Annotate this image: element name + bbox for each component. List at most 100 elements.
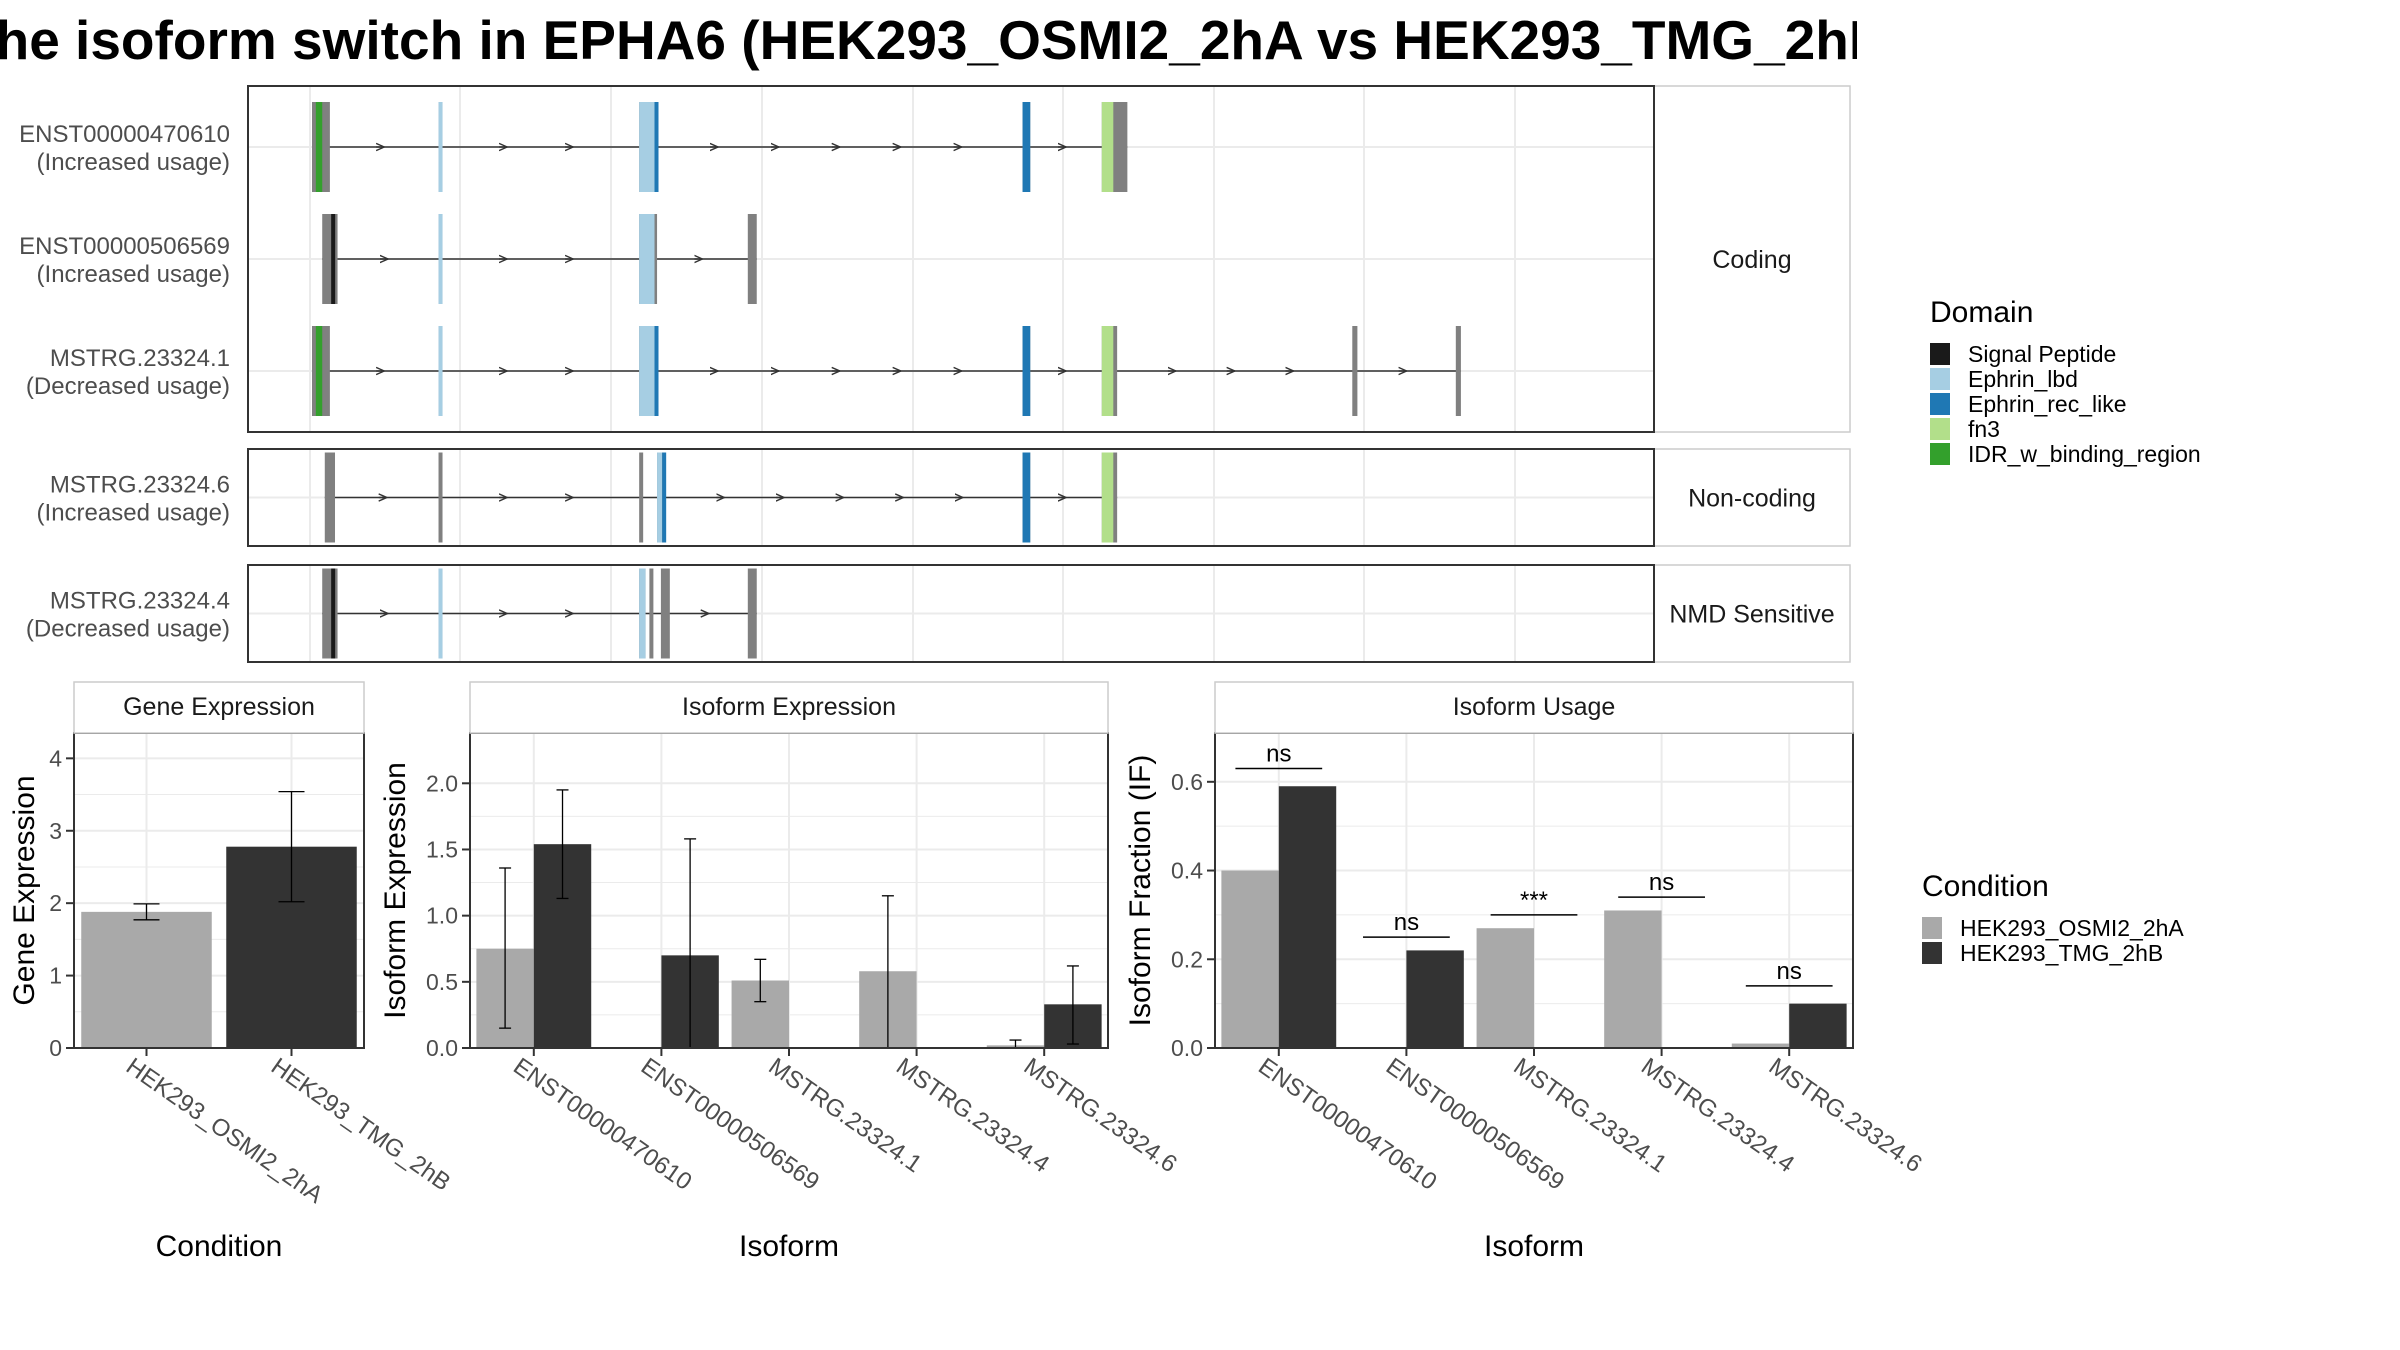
y-tick-label: 2 [49, 890, 62, 916]
panel-border [247, 85, 1655, 433]
chart-title: Isoform Usage [1453, 693, 1616, 721]
domain-block [315, 326, 323, 416]
transcript-name: MSTRG.23324.6 [50, 472, 230, 499]
y-tick-label: 3 [49, 818, 62, 844]
domain-block [1101, 326, 1114, 416]
exon-block [438, 452, 443, 543]
panel-border [247, 448, 1655, 547]
y-axis-title: Isoform Fraction (IF) [1124, 755, 1157, 1027]
y-tick-label: 0.5 [426, 969, 458, 995]
significance-label: ns [1649, 869, 1674, 896]
exon-block [747, 214, 757, 304]
significance-label: ns [1777, 958, 1802, 985]
y-tick-label: 0.6 [1171, 769, 1203, 795]
domain-block [662, 452, 667, 543]
legend-label: HEK293_TMG_2hB [1960, 940, 2163, 966]
x-axis-title: Condition [156, 1230, 283, 1263]
exon-block [639, 452, 644, 543]
facet-strip [1653, 564, 1851, 663]
transcript-usage-note: (Increased usage) [37, 500, 230, 527]
bar [81, 911, 212, 1048]
y-tick-label: 0 [49, 1035, 62, 1061]
legend-label: Ephrin_rec_like [1968, 391, 2127, 417]
domain-block [1101, 452, 1114, 543]
transcript-name: ENST00000506569 [19, 233, 230, 260]
x-axis-title: Isoform [1484, 1230, 1584, 1263]
domain-block [1101, 102, 1114, 192]
chart-title: Isoform Expression [682, 693, 896, 721]
legend-swatch [1930, 443, 1950, 465]
domain-block [639, 102, 655, 192]
structure-panel: NMD Sensitive MSTRG.23324.4(Decreased usa… [26, 564, 1851, 663]
legend-label: Ephrin_lbd [1968, 366, 2078, 392]
bar-chart: Isoform Expression0.00.51.01.52.0ENST000… [379, 681, 1182, 1263]
transcript-row: ENST00000470610(Increased usage) [19, 102, 1128, 192]
transcript-row: ENST00000506569(Increased usage) [19, 214, 757, 304]
significance-label: *** [1520, 887, 1548, 914]
legend-swatch [1930, 418, 1950, 440]
exon-block [322, 568, 338, 659]
domain-block [438, 568, 443, 659]
domain-block [654, 102, 659, 192]
domain-block [639, 326, 655, 416]
transcript-row: MSTRG.23324.1(Decreased usage) [26, 326, 1461, 416]
y-tick-label: 1.0 [426, 903, 458, 929]
legend-swatch [1922, 917, 1942, 939]
legend-label: Signal Peptide [1968, 341, 2116, 367]
exon-block [324, 452, 336, 543]
x-axis-title: Isoform [739, 1230, 839, 1263]
y-tick-label: 2.0 [426, 770, 458, 796]
domain-block [1022, 102, 1031, 192]
bar [1221, 870, 1279, 1048]
transcript-usage-note: (Increased usage) [37, 149, 230, 176]
domain-block [438, 326, 443, 416]
domain-block [438, 102, 443, 192]
facet-strip [73, 681, 365, 734]
legend-label: HEK293_OSMI2_2hA [1960, 915, 2184, 941]
bar [1278, 786, 1337, 1048]
panel-border [247, 564, 1655, 663]
facet-strip-label: Coding [1712, 246, 1791, 274]
exon-block [649, 568, 654, 659]
transcript-usage-note: (Decreased usage) [26, 373, 230, 400]
legend-label: fn3 [1968, 416, 2000, 442]
domain-block [331, 214, 336, 304]
bar [1406, 950, 1464, 1048]
legend-swatch [1930, 393, 1950, 415]
facet-strip [469, 681, 1109, 734]
transcript-name: MSTRG.23324.1 [50, 345, 230, 372]
bar [1476, 928, 1534, 1048]
y-tick-label: 0.0 [1171, 1035, 1203, 1061]
y-tick-label: 0.4 [1171, 858, 1203, 884]
transcript-usage-note: (Increased usage) [37, 261, 230, 288]
domain-block [438, 214, 443, 304]
domain-block [331, 568, 336, 659]
exon-block [1352, 326, 1358, 416]
y-tick-label: 0.2 [1171, 946, 1203, 972]
transcript-row: MSTRG.23324.6(Increased usage) [37, 452, 1118, 543]
y-tick-label: 0.0 [426, 1035, 458, 1061]
facet-strip [1653, 85, 1851, 433]
exon-block [747, 568, 757, 659]
legend-swatch [1930, 343, 1950, 365]
y-tick-label: 1.5 [426, 836, 458, 862]
domain-legend: Domain Signal PeptideEphrin_lbdEphrin_rec… [1930, 296, 2201, 467]
facet-strip-label: Non-coding [1688, 485, 1816, 513]
legend-title: Condition [1922, 870, 2049, 903]
y-axis-title: Isoform Expression [379, 762, 412, 1019]
bar [1731, 1043, 1790, 1048]
domain-block [1022, 452, 1031, 543]
transcript-name: MSTRG.23324.4 [50, 588, 230, 615]
domain-block [315, 102, 323, 192]
domain-block [1022, 326, 1031, 416]
domain-block [654, 326, 659, 416]
domain-block [639, 214, 655, 304]
legend-swatch [1922, 942, 1942, 964]
chart-title: Gene Expression [123, 693, 315, 721]
facet-strip [1214, 681, 1854, 734]
y-tick-label: 1 [49, 963, 62, 989]
legend-title: Domain [1930, 296, 2033, 329]
